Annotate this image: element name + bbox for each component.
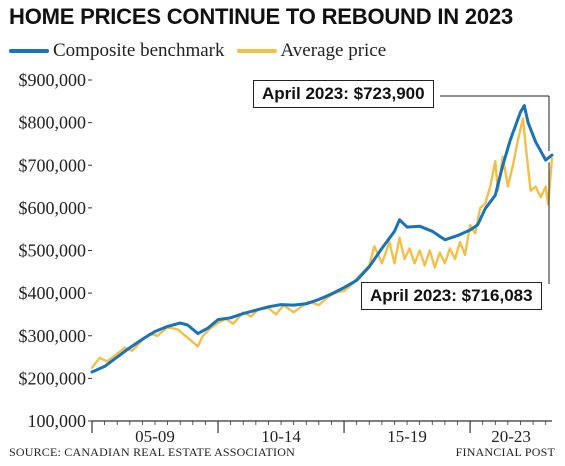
legend-item-composite: Composite benchmark [9, 40, 225, 62]
chart-legend: Composite benchmark Average price [9, 40, 398, 62]
x-axis: 05-09 10-14 15-19 20-23 [91, 420, 552, 446]
annotation-composite: April 2023: $723,900 [253, 80, 434, 108]
y-tick-label: $700,000 [19, 155, 87, 175]
y-tick-label: 100,000 [28, 411, 87, 431]
x-group-label: 15-19 [387, 427, 427, 446]
y-tick-label: $600,000 [19, 198, 87, 218]
credit-label: FINANCIAL POST [455, 445, 555, 459]
series-lines [90, 104, 554, 374]
y-axis: $900,000 $800,000 $700,000 $600,000 $500,000… [19, 70, 92, 431]
y-tick-label: $900,000 [19, 70, 87, 90]
annotation-leaders [440, 95, 550, 284]
y-tick-label: $500,000 [19, 241, 87, 261]
y-tick-label: $300,000 [19, 326, 87, 346]
legend-swatch-composite [9, 49, 49, 53]
y-tick-label: $800,000 [19, 113, 87, 133]
x-group-label: 20-23 [491, 427, 531, 446]
annotation-average: April 2023: $716,083 [361, 282, 542, 310]
y-tick-label: $200,000 [19, 368, 87, 388]
chart-title: HOME PRICES CONTINUE TO REBOUND IN 2023 [9, 4, 513, 29]
legend-label-composite: Composite benchmark [53, 40, 225, 61]
legend-label-average: Average price [280, 40, 387, 61]
legend-item-average: Average price [236, 40, 387, 62]
source-note: SOURCE: CANADIAN REAL ESTATE ASSOCIATION [9, 445, 295, 459]
legend-swatch-average [236, 49, 277, 53]
x-group-label: 10-14 [261, 427, 301, 446]
y-tick-label: $400,000 [19, 283, 87, 303]
series-line-composite [90, 104, 554, 374]
x-group-label: 05-09 [135, 427, 175, 446]
